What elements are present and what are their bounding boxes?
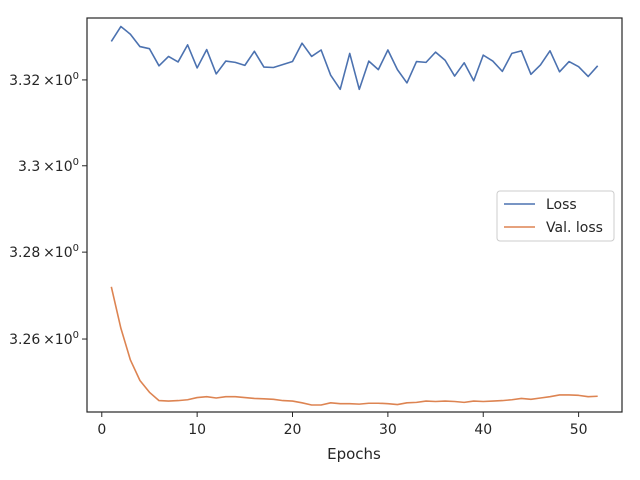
x-tick-label: 10 xyxy=(188,422,206,438)
plot-frame xyxy=(86,17,623,413)
series-line-2 xyxy=(110,286,598,406)
x-tick-label: 40 xyxy=(474,422,492,438)
x-tick-label: 30 xyxy=(379,422,397,438)
x-tick-label: 0 xyxy=(97,422,106,438)
x-tick-label: 50 xyxy=(570,422,588,438)
x-axis-label: Epochs xyxy=(327,445,381,463)
series-line-1 xyxy=(110,25,599,91)
y-axis: 3.26 ×100 3.28 ×100 3.3 ×100 3.32 ×100 xyxy=(9,71,87,348)
legend: Loss Val. loss xyxy=(496,190,615,242)
x-tick-label: 20 xyxy=(284,422,302,438)
legend-label-2: Val. loss xyxy=(546,220,603,236)
y-tick-label: 3.3 ×100 xyxy=(18,157,79,175)
legend-label-1: Loss xyxy=(546,197,577,213)
y-tick-label: 3.28 ×100 xyxy=(9,243,79,261)
series-layer xyxy=(110,25,599,406)
y-tick-label: 3.26 ×100 xyxy=(9,330,79,348)
x-axis: 0 10 20 30 40 50 xyxy=(97,412,588,438)
y-tick-label: 3.32 ×100 xyxy=(9,71,79,89)
